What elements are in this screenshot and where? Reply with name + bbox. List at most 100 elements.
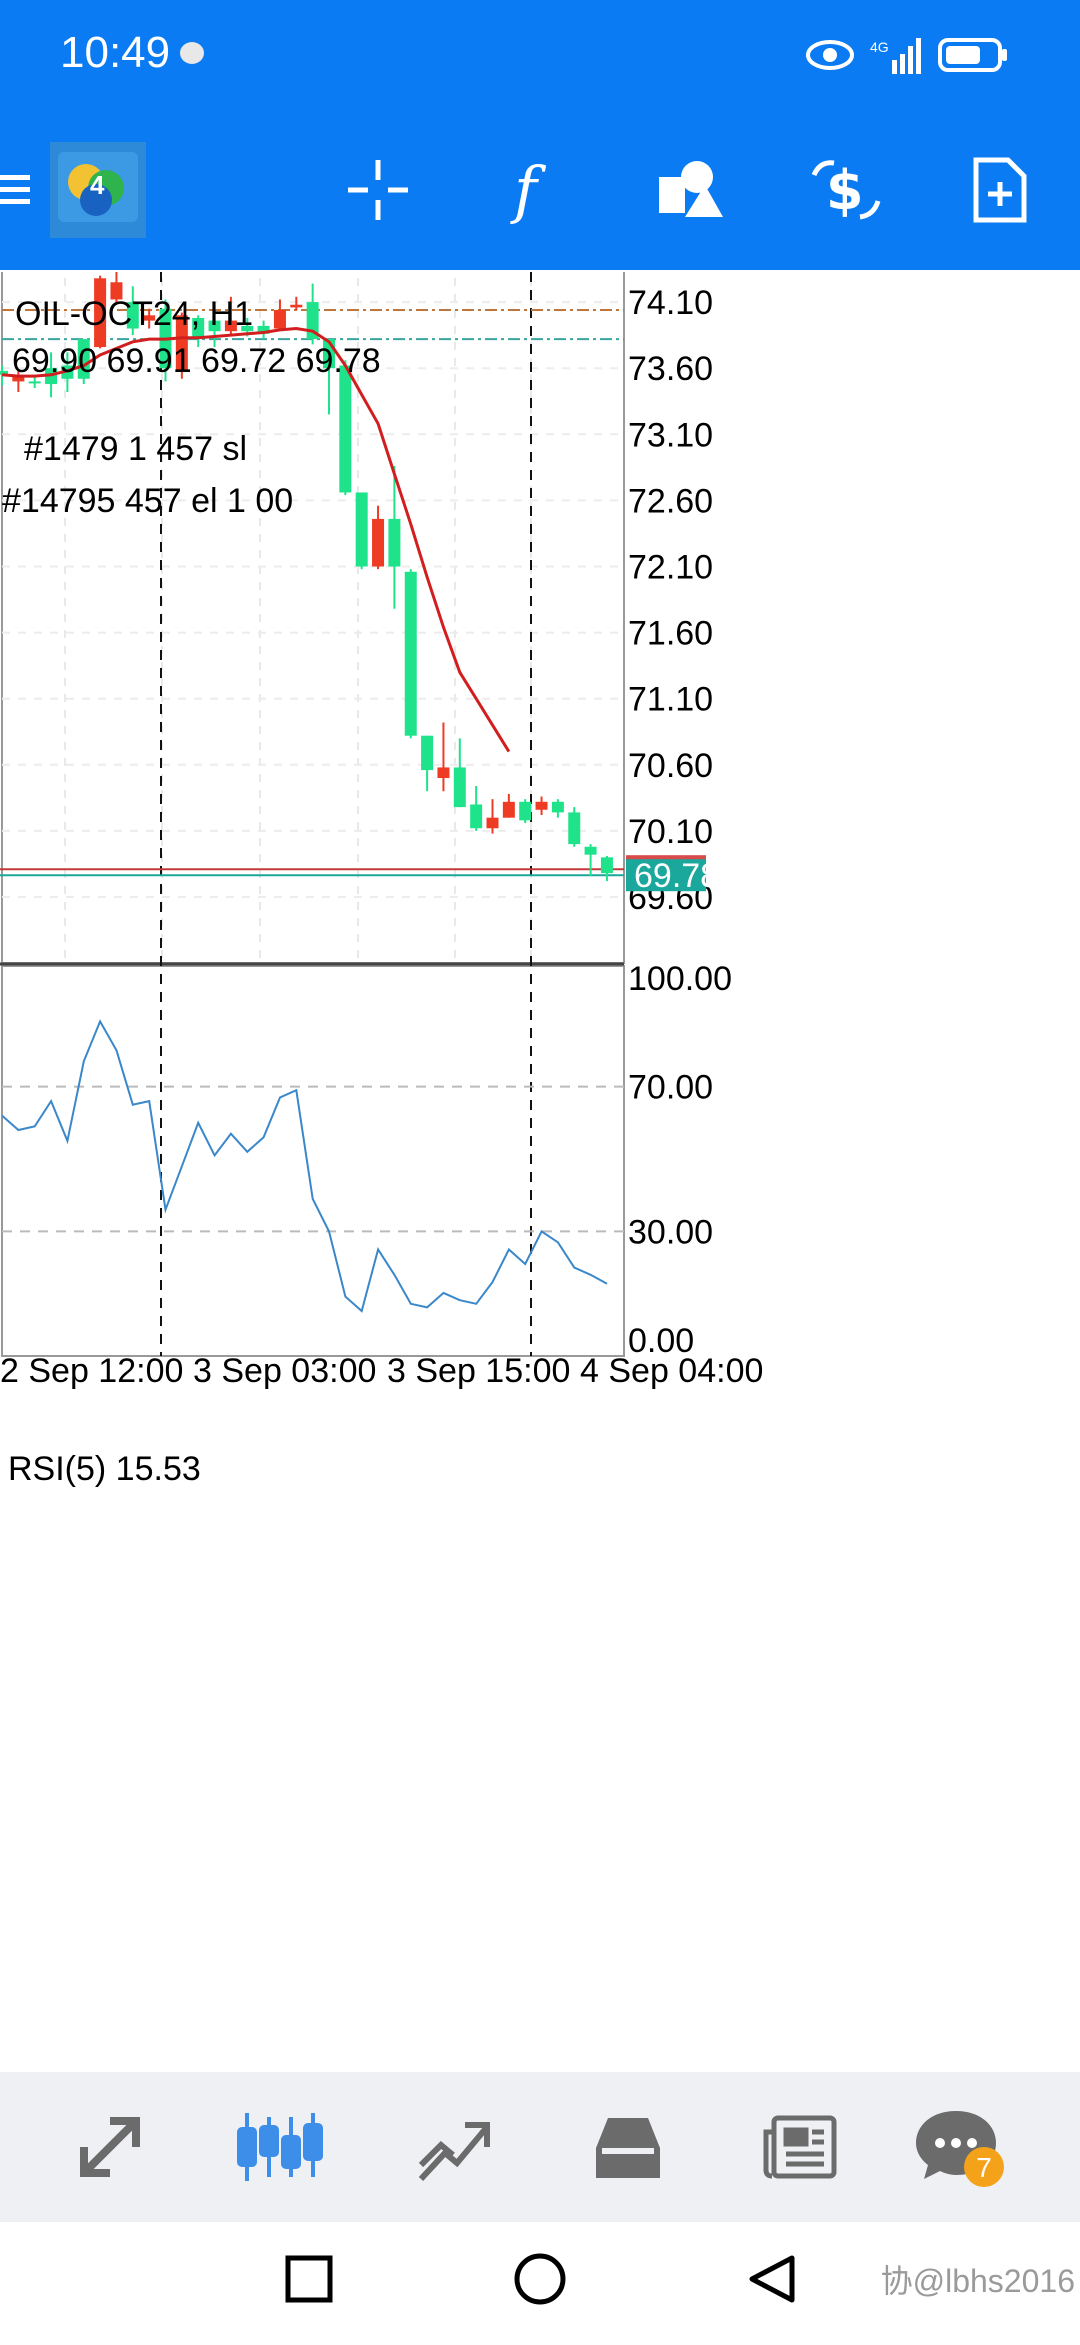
trade-nav-icon[interactable] — [405, 2097, 505, 2197]
price-tick-label: 72.60 — [628, 482, 713, 520]
menu-icon[interactable] — [0, 140, 40, 240]
notification-icon — [180, 42, 204, 64]
candle-body — [470, 804, 483, 829]
candle-body — [355, 492, 368, 567]
candle-body — [143, 315, 156, 321]
rsi-line — [1, 1019, 608, 1313]
current-price-tag — [626, 857, 706, 892]
battery-icon — [938, 38, 1007, 72]
time-axis-label: 2 Sep 12:00 — [0, 1352, 183, 1390]
status-time: 10:49 — [60, 28, 171, 77]
time-axis-label: 3 Sep 15:00 — [387, 1352, 570, 1390]
history-icon[interactable] — [578, 2097, 678, 2197]
candle-body — [126, 302, 139, 329]
rsi-tick-label: 100.00 — [628, 960, 732, 998]
candle-body — [519, 801, 532, 821]
network-type: 4G — [870, 39, 889, 55]
price-tick-label: 73.60 — [628, 350, 713, 388]
status-icons: 4G — [800, 30, 1040, 80]
ask-marker — [626, 855, 706, 860]
rsi-panel-border — [1, 965, 625, 1357]
candle-body — [241, 325, 254, 332]
rsi-indicator — [1, 1019, 624, 1313]
candle-body — [535, 801, 548, 810]
candle-body — [192, 317, 205, 340]
symbol-label: OIL-OCT24, H1 — [15, 295, 253, 333]
candles — [0, 265, 613, 882]
news-icon[interactable] — [750, 2097, 850, 2197]
price-tick-label: 71.10 — [628, 681, 713, 719]
candle-body — [584, 846, 597, 855]
crosshair-icon[interactable] — [328, 140, 428, 240]
candle-body — [290, 304, 303, 308]
chat-icon[interactable]: 7 — [912, 2097, 1012, 2197]
chart-area[interactable]: 74.6074.1073.6073.1072.6072.1071.6071.10… — [0, 181, 1080, 2072]
price-tick-label: 73.10 — [628, 416, 713, 454]
candle-body — [568, 812, 581, 845]
candle-body — [486, 817, 499, 829]
signal-icon — [892, 38, 921, 74]
rsi-tick-label: 0.00 — [628, 1322, 694, 1360]
rsi-label: RSI(5) 15.53 — [8, 1450, 201, 1488]
svg-text:$: $ — [826, 159, 864, 222]
candle-body — [208, 320, 221, 332]
candle-body — [404, 571, 417, 736]
candle-body — [502, 801, 515, 818]
status-bar: 10:49 4G — [0, 0, 1080, 110]
top-toolbar: 4 f $ — [0, 110, 1080, 270]
moving-average — [1, 326, 511, 753]
bottom-navigation: 7 — [0, 2072, 1080, 2222]
candle-body — [257, 325, 270, 334]
candle-body — [110, 282, 123, 300]
price-tick-label: 74.10 — [628, 284, 713, 322]
badge-count: 7 — [976, 2152, 992, 2183]
ma-line — [1, 326, 511, 753]
rsi-tick-label: 30.00 — [628, 1213, 713, 1251]
function-icon[interactable]: f — [482, 140, 582, 240]
candle-body — [224, 320, 237, 332]
candle-body — [600, 857, 613, 874]
notification-badge — [964, 2147, 1004, 2187]
time-axis-label: 3 Sep 03:00 — [193, 1352, 376, 1390]
svg-text:f: f — [510, 155, 547, 225]
time-axis-label: 4 Sep 04:00 — [580, 1352, 763, 1390]
candle-body — [175, 315, 188, 371]
candle-body — [77, 339, 90, 379]
system-navigation: 协@lbhs2016 — [0, 2222, 1080, 2340]
candle-body — [28, 381, 41, 384]
eye-icon — [806, 40, 854, 70]
chart-labels: OIL-OCT24, H1 69.90 69.91 69.72 69.78 #1… — [2, 295, 381, 1488]
candle-body — [551, 801, 564, 813]
chart-icon[interactable] — [230, 2097, 330, 2197]
price-tick-label: 71.60 — [628, 615, 713, 653]
candle-body — [453, 767, 466, 808]
chart-svg[interactable]: 74.6074.1073.6073.1072.6072.1071.6071.10… — [0, 181, 1080, 2072]
new-order-icon[interactable] — [950, 140, 1050, 240]
mt4-logo[interactable]: 4 — [48, 140, 148, 240]
price-tick-label: 70.10 — [628, 813, 713, 851]
objects-icon[interactable] — [640, 140, 740, 240]
chart-grid — [0, 181, 625, 1357]
candle-body — [421, 735, 434, 771]
candle-body — [94, 278, 107, 348]
order-label: #1479 1 457 sl — [24, 430, 247, 468]
candle-body — [372, 518, 385, 567]
rsi-tick-label: 70.00 — [628, 1069, 713, 1107]
quotes-icon[interactable] — [60, 2097, 160, 2197]
trade-icon[interactable]: $ — [796, 140, 896, 240]
candle-body — [437, 767, 450, 779]
svg-text:4: 4 — [90, 170, 105, 200]
recents-button[interactable] — [285, 2255, 333, 2303]
watermark: 协@lbhs2016 — [881, 2263, 1075, 2299]
back-button[interactable] — [749, 2255, 795, 2303]
home-button[interactable] — [514, 2253, 566, 2305]
price-axis: 74.6074.1073.6073.1072.6072.1071.6071.10… — [0, 218, 763, 1390]
ohlc-label: 69.90 69.91 69.72 69.78 — [12, 342, 381, 380]
order-label: #14795 457 el 1 00 — [2, 482, 293, 520]
candle-body — [339, 365, 352, 493]
price-tick-label: 70.60 — [628, 747, 713, 785]
price-tick-label: 72.10 — [628, 549, 713, 587]
current-price-label: 69.78 — [634, 857, 719, 895]
candle-body — [12, 374, 25, 382]
candle-body — [388, 518, 401, 567]
